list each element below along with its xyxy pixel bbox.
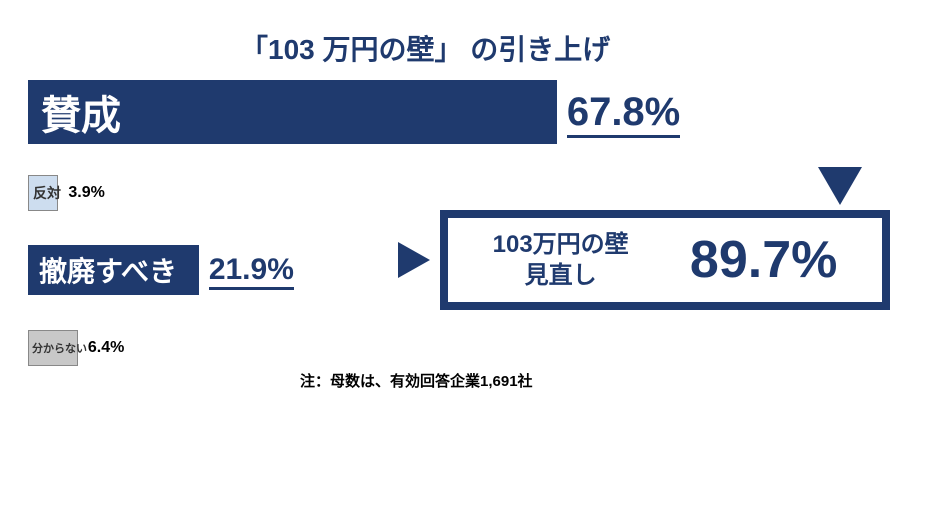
bar-value-3: 6.4% (88, 339, 124, 357)
bar-0: 賛成 (28, 80, 557, 144)
bar-label-3: 分からない (32, 340, 87, 356)
arrow-0 (818, 167, 862, 205)
bar-2: 撤廃すべき (28, 245, 199, 295)
bar-1: 反対 (28, 175, 58, 211)
bar-label-1: 反対 (33, 183, 61, 203)
callout-line2: 見直し (493, 260, 629, 291)
callout-text: 103万円の壁見直し (493, 229, 629, 291)
bar-3: 分からない (28, 330, 78, 366)
chart-title: 「103 万円の壁」 の引き上げ (240, 28, 610, 68)
bar-value-1: 3.9% (68, 184, 104, 202)
callout-box: 103万円の壁見直し 89.7% (440, 210, 890, 310)
bar-label-0: 賛成 (41, 83, 121, 141)
bar-label-2: 撤廃すべき (39, 250, 177, 290)
arrow-1 (398, 242, 430, 278)
callout-value: 89.7% (690, 230, 837, 290)
footnote: 注：母数は、有効回答企業1,691社 (300, 370, 533, 391)
callout-line1: 103万円の壁 (493, 229, 629, 260)
bar-value-0: 67.8% (567, 89, 680, 138)
bar-value-2: 21.9% (209, 253, 294, 291)
